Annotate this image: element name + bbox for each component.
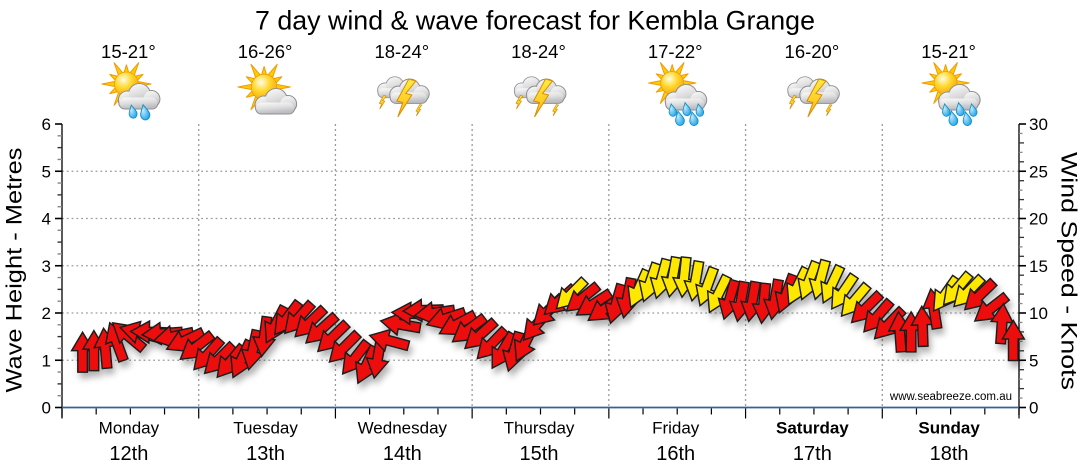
svg-text:Wave Height - Metres: Wave Height - Metres [2,148,27,393]
svg-text:18-24°: 18-24° [374,41,429,62]
svg-text:12th: 12th [109,443,148,465]
svg-text:www.seabreeze.com.au: www.seabreeze.com.au [889,391,1012,403]
svg-text:16th: 16th [656,443,695,465]
svg-text:Tuesday: Tuesday [233,419,298,438]
svg-text:Sunday: Sunday [918,419,980,438]
svg-text:18th: 18th [930,443,969,465]
svg-text:1: 1 [42,351,51,370]
svg-text:3: 3 [42,257,51,276]
svg-text:5: 5 [42,162,51,181]
svg-text:15-21°: 15-21° [101,41,156,62]
svg-text:15: 15 [1029,257,1048,276]
svg-text:7 day wind & wave forecast for: 7 day wind & wave forecast for Kembla Gr… [255,6,815,36]
svg-text:4: 4 [42,210,51,229]
svg-text:Friday: Friday [652,419,700,438]
svg-text:15-21°: 15-21° [921,41,976,62]
svg-text:Monday: Monday [99,419,160,438]
svg-text:0: 0 [1029,399,1038,418]
svg-text:Wednesday: Wednesday [358,419,448,438]
svg-text:15th: 15th [520,443,559,465]
svg-text:2: 2 [42,304,51,323]
svg-text:13th: 13th [246,443,285,465]
svg-text:18-24°: 18-24° [511,41,566,62]
svg-text:30: 30 [1029,115,1048,134]
svg-text:0: 0 [42,399,51,418]
svg-text:Thursday: Thursday [504,419,575,438]
svg-text:16-26°: 16-26° [238,41,293,62]
svg-text:6: 6 [42,115,51,134]
svg-text:14th: 14th [383,443,422,465]
svg-text:10: 10 [1029,304,1048,323]
svg-text:20: 20 [1029,210,1048,229]
svg-text:17th: 17th [793,443,832,465]
svg-text:17-22°: 17-22° [648,41,703,62]
svg-text:16-20°: 16-20° [785,41,840,62]
svg-text:5: 5 [1029,351,1038,370]
svg-text:25: 25 [1029,162,1048,181]
svg-text:Wind Speed - Knots: Wind Speed - Knots [1057,152,1080,390]
svg-text:Saturday: Saturday [776,419,849,438]
